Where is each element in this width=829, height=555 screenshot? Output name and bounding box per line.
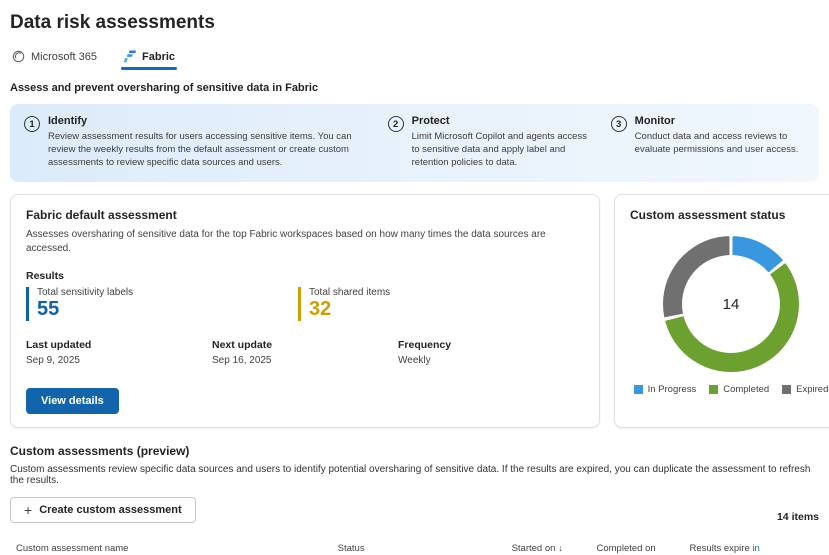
legend-label: Completed	[723, 384, 769, 395]
fabric-icon	[123, 50, 136, 63]
metric-total-sensitivity-labels: Total sensitivity labels 55	[26, 287, 298, 321]
tab-label-fabric: Fabric	[142, 51, 175, 63]
step-protect: 2 Protect Limit Microsoft Copilot and ag…	[388, 115, 591, 169]
step-number-badge: 1	[24, 116, 40, 132]
metric-value: 55	[37, 298, 298, 321]
metric-label: Total sensitivity labels	[37, 287, 298, 298]
page-title: Data risk assessments	[10, 12, 819, 34]
step-title: Monitor	[635, 115, 805, 127]
detail-label: Next update	[212, 339, 398, 351]
microsoft-365-icon	[12, 50, 25, 63]
metrics-row: Total sensitivity labels 55 Total shared…	[26, 287, 584, 321]
detail-next-update: Next update Sep 16, 2025	[212, 339, 398, 366]
tab-label-microsoft-365: Microsoft 365	[31, 51, 97, 63]
column-header-name[interactable]: Custom assessment name	[10, 543, 338, 554]
step-description: Limit Microsoft Copilot and agents acces…	[412, 130, 591, 169]
metric-value: 32	[309, 298, 390, 321]
legend-swatch	[634, 385, 643, 394]
step-number-badge: 3	[611, 116, 627, 132]
create-button-label: Create custom assessment	[39, 504, 181, 516]
table-header-row: Custom assessment name Status Started on…	[10, 533, 819, 555]
section-title: Custom assessments (preview)	[10, 444, 819, 458]
column-header-started-on[interactable]: Started on↓	[512, 543, 597, 554]
detail-frequency: Frequency Weekly	[398, 339, 584, 366]
section-description: Custom assessments review specific data …	[10, 464, 819, 486]
chart-title: Custom assessment status	[630, 208, 829, 222]
add-icon: +	[24, 505, 32, 515]
results-label: Results	[26, 270, 584, 282]
cards-row: Fabric default assessment Assesses overs…	[10, 194, 819, 428]
column-header-completed-on[interactable]: Completed on	[597, 543, 690, 554]
detail-value: Sep 9, 2025	[26, 355, 212, 366]
sort-descending-icon: ↓	[558, 543, 563, 553]
custom-assessments-section: Custom assessments (preview) Custom asse…	[10, 444, 819, 555]
tab-bar: Microsoft 365 Fabric	[10, 48, 819, 70]
tab-microsoft-365[interactable]: Microsoft 365	[10, 48, 99, 70]
step-title: Protect	[412, 115, 591, 127]
page-subtitle: Assess and prevent oversharing of sensit…	[10, 82, 819, 94]
step-monitor: 3 Monitor Conduct data and access review…	[611, 115, 805, 169]
metric-total-shared-items: Total shared items 32	[298, 287, 390, 321]
card-title: Fabric default assessment	[26, 208, 584, 222]
detail-label: Frequency	[398, 339, 584, 351]
column-header-status[interactable]: Status	[338, 543, 512, 554]
legend-item-completed: Completed	[709, 384, 769, 395]
legend-item-expired: Expired	[782, 384, 828, 395]
legend-label: Expired	[796, 384, 828, 395]
detail-value: Sep 16, 2025	[212, 355, 398, 366]
view-details-button[interactable]: View details	[26, 388, 119, 414]
step-description: Conduct data and access reviews to evalu…	[635, 130, 805, 156]
steps-banner: 1 Identify Review assessment results for…	[10, 104, 819, 182]
step-description: Review assessment results for users acce…	[48, 130, 368, 169]
items-count: 14 items	[777, 511, 819, 523]
detail-label: Last updated	[26, 339, 212, 351]
custom-assessment-status-card: Custom assessment status 14 In Progress …	[614, 194, 829, 428]
tab-fabric[interactable]: Fabric	[121, 48, 177, 70]
card-description: Assesses oversharing of sensitive data f…	[26, 228, 584, 256]
legend-label: In Progress	[648, 384, 697, 395]
create-custom-assessment-button[interactable]: + Create custom assessment	[10, 497, 196, 523]
step-title: Identify	[48, 115, 368, 127]
detail-value: Weekly	[398, 355, 584, 366]
status-donut-chart: 14	[663, 236, 799, 372]
detail-last-updated: Last updated Sep 9, 2025	[26, 339, 212, 366]
legend-swatch	[709, 385, 718, 394]
legend-item-in-progress: In Progress	[634, 384, 697, 395]
metric-label: Total shared items	[309, 287, 390, 298]
fabric-default-assessment-card: Fabric default assessment Assesses overs…	[10, 194, 600, 428]
custom-assessments-table: Custom assessment name Status Started on…	[10, 533, 819, 555]
table-toolbar: + Create custom assessment 14 items	[10, 497, 819, 523]
donut-center-total: 14	[682, 255, 780, 353]
step-number-badge: 2	[388, 116, 404, 132]
data-risk-assessments-page: Data risk assessments Microsoft 365	[0, 0, 829, 555]
details-row: Last updated Sep 9, 2025 Next update Sep…	[26, 339, 584, 366]
chart-legend: In Progress Completed Expired	[630, 384, 829, 395]
column-header-results-expire-in[interactable]: Results expire in	[690, 543, 771, 554]
step-identify: 1 Identify Review assessment results for…	[24, 115, 368, 169]
legend-swatch	[782, 385, 791, 394]
